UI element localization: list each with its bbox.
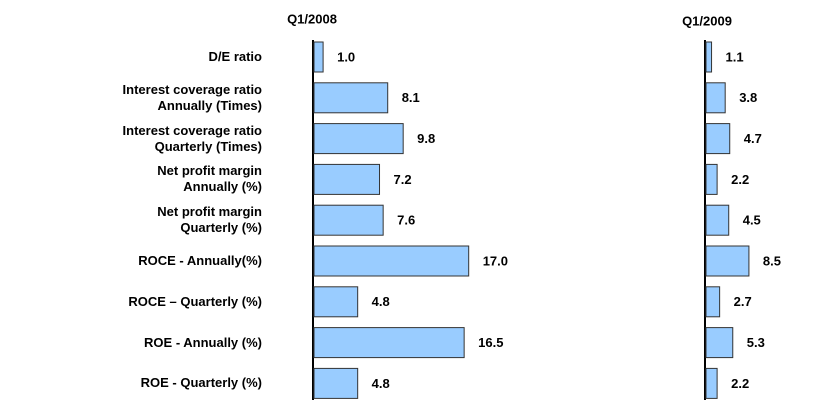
- value-label: 8.5: [763, 253, 781, 268]
- category-label: Net profit margin Quarterly (%): [157, 204, 262, 236]
- bar: [705, 82, 726, 114]
- value-label: 2.7: [734, 294, 752, 309]
- category-label: ROCE – Quarterly (%): [128, 293, 262, 309]
- value-label: 8.1: [402, 90, 420, 105]
- value-label: 17.0: [483, 253, 508, 268]
- panel-title: Q1/2009: [682, 13, 732, 28]
- value-label: 4.5: [743, 213, 761, 228]
- value-label: 16.5: [478, 335, 503, 350]
- bar: [705, 367, 718, 399]
- value-label: 4.8: [372, 376, 390, 391]
- value-label: 2.2: [731, 172, 749, 187]
- value-label: 4.7: [744, 131, 762, 146]
- bar: [705, 204, 730, 236]
- category-label: D/E ratio: [208, 49, 262, 64]
- bar: [313, 327, 465, 359]
- panel-title: Q1/2008: [287, 11, 337, 26]
- bar: [313, 82, 389, 114]
- value-label: 2.2: [731, 376, 749, 391]
- value-label: 7.6: [397, 213, 415, 228]
- category-label: ROE - Quarterly (%): [140, 375, 262, 391]
- bar: [705, 41, 713, 73]
- value-label: 9.8: [417, 131, 435, 146]
- bar: [313, 123, 404, 155]
- category-label: Net profit margin Annually (%): [157, 163, 262, 195]
- bar: [313, 245, 470, 277]
- category-label: Interest coverage ratio Annually (Times): [122, 81, 262, 113]
- bar: [705, 123, 731, 155]
- bar: [313, 204, 384, 236]
- bar: [313, 367, 359, 399]
- bar: [313, 163, 381, 195]
- bar: [705, 163, 718, 195]
- bar: [705, 286, 721, 318]
- bar: [705, 245, 750, 277]
- value-label: 5.3: [747, 335, 765, 350]
- category-label: ROE - Annually (%): [144, 334, 262, 350]
- category-label: Interest coverage ratio Quarterly (Times…: [122, 122, 262, 154]
- bar: [705, 327, 734, 359]
- category-label: ROCE - Annually(%): [138, 253, 262, 268]
- bar: [313, 286, 359, 318]
- value-label: 3.8: [739, 90, 757, 105]
- bar: [313, 41, 324, 73]
- value-label: 1.0: [337, 49, 355, 64]
- value-label: 7.2: [394, 172, 412, 187]
- value-label: 1.1: [726, 49, 744, 64]
- value-label: 4.8: [372, 294, 390, 309]
